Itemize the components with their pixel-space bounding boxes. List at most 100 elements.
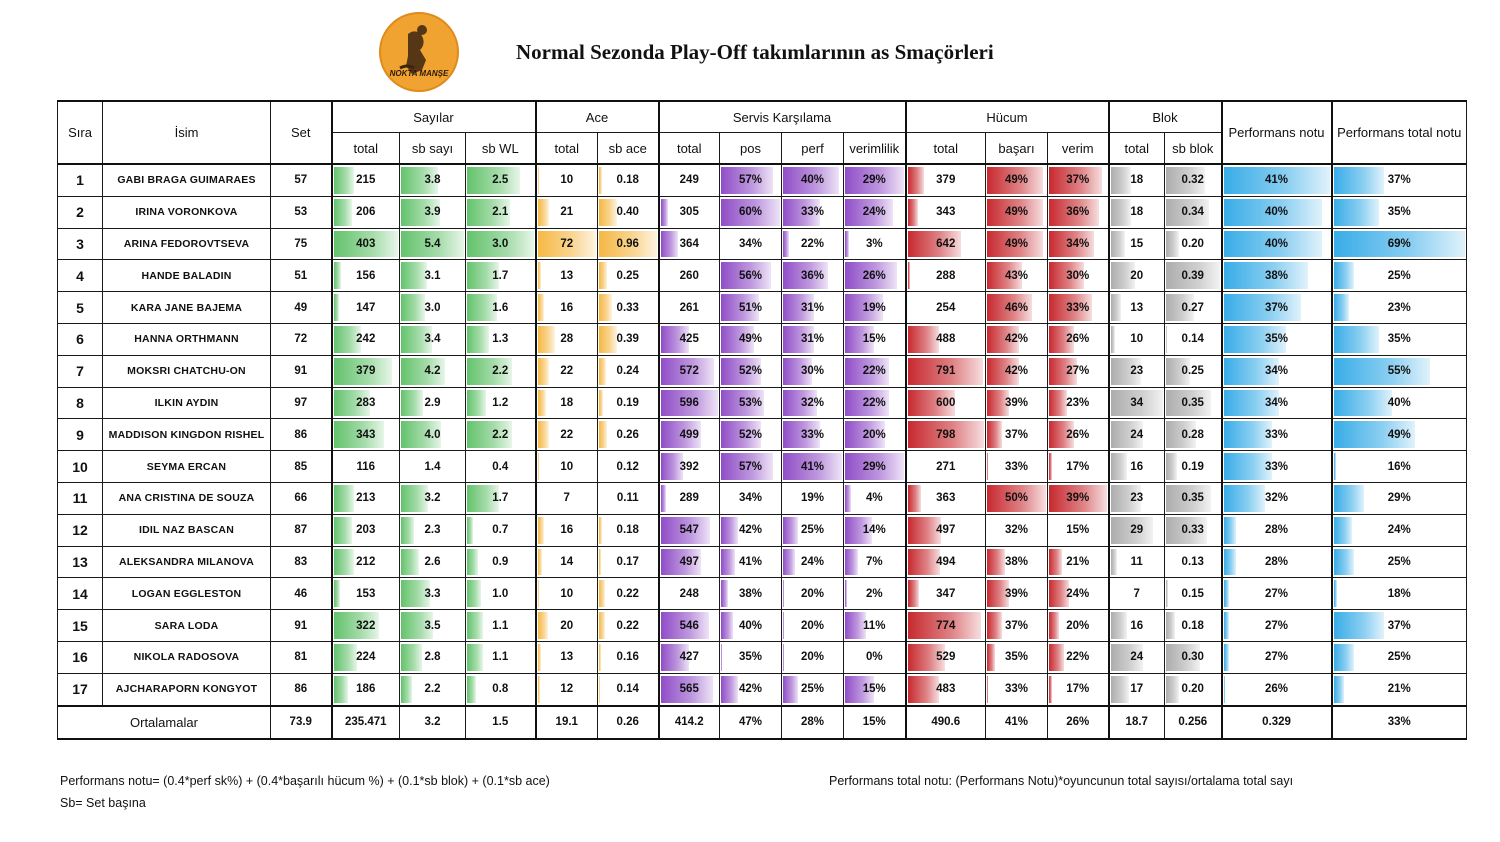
cell-value: 791: [936, 365, 956, 378]
cell-hucum-total: 379: [904, 162, 986, 197]
data-bar: [599, 612, 605, 639]
cell-value: 12: [72, 522, 88, 539]
data-bar: [599, 325, 617, 353]
cell-servis-ver: 2%: [843, 577, 906, 611]
cell-value: 31%: [800, 301, 825, 314]
cell-ace-sb: 0.22: [597, 577, 659, 611]
avg-cell-perf-total: 33%: [1330, 704, 1467, 740]
cell-value: 17%: [1066, 460, 1090, 473]
data-bar: [783, 453, 842, 480]
cell-value: 254: [936, 301, 956, 314]
cell-value: 3.2: [424, 492, 441, 505]
cell-value: 81: [294, 651, 308, 664]
cell-value: 0.7: [492, 524, 509, 537]
data-bar: [721, 357, 762, 385]
cell-value: 32%: [1264, 492, 1289, 505]
cell-hucum-verim: 17%: [1047, 450, 1109, 483]
data-bar: [721, 262, 771, 290]
data-bar: [1166, 198, 1209, 226]
cell-set: 86: [270, 418, 332, 452]
cell-rank: 4: [57, 259, 103, 293]
cell-hucum-total: 798: [904, 418, 986, 452]
cell-set: 49: [270, 291, 332, 324]
data-bar: [599, 516, 602, 544]
cell-sayilar-wl: 2.2: [465, 354, 536, 388]
cell-value: 529: [936, 651, 956, 664]
data-bar: [721, 612, 734, 639]
data-bar: [987, 453, 989, 480]
data-bar: [1049, 421, 1075, 449]
data-bar: [1049, 580, 1070, 608]
data-bar: [467, 167, 521, 194]
data-bar: [1223, 167, 1330, 194]
cell-rank: 8: [57, 386, 103, 420]
cell-hucum-verim: 22%: [1047, 640, 1109, 674]
table-row: 14 LOGAN EGGLESTON 46 153 3.3 1.0 10 0.22 248 38%…: [57, 577, 1467, 611]
cell-value: 40%: [800, 174, 825, 187]
cell-sayilar-total: 147: [330, 291, 400, 324]
cell-value: 33%: [1004, 460, 1029, 473]
nokta-manse-logo: NOKTA MANŞE: [379, 12, 459, 92]
cell-value: 38%: [1264, 269, 1289, 282]
cell-sayilar-sb: 3.0: [399, 291, 466, 324]
cell-value: 0.19: [1181, 460, 1204, 473]
cell-value: 46: [294, 587, 308, 600]
cell-value: 4%: [865, 492, 883, 505]
cell-sayilar-total: 116: [330, 450, 400, 483]
cell-set: 83: [270, 545, 332, 579]
cell-value: 29%: [1387, 492, 1411, 505]
cell-value: 774: [936, 619, 956, 632]
cell-hucum-verim: 33%: [1047, 291, 1109, 324]
data-bar: [845, 357, 889, 385]
cell-perf-total: 25%: [1330, 259, 1467, 293]
cell-hucum-basari: 32%: [985, 513, 1048, 547]
cell-value: 37%: [1004, 619, 1029, 632]
data-bar: [907, 230, 962, 258]
data-bar: [660, 548, 702, 576]
cell-perf: 33%: [1220, 450, 1332, 483]
cell-value: 1.0: [492, 587, 509, 600]
cell-value: 83: [294, 555, 308, 568]
cell-value: 0.14: [616, 683, 639, 696]
cell-value: 34%: [1066, 237, 1090, 250]
cell-sayilar-wl: 1.0: [465, 577, 536, 611]
cell-value: 14%: [862, 524, 886, 537]
data-bar: [1110, 484, 1141, 512]
cell-blok-sb: 0.35: [1164, 386, 1222, 420]
cell-servis-pos: 34%: [719, 481, 782, 515]
cell-sayilar-sb: 5.4: [399, 227, 466, 261]
cell-value: 42%: [1004, 333, 1029, 346]
cell-value: 596: [679, 396, 699, 409]
cell-perf-total: 55%: [1330, 354, 1467, 388]
cell-value: 3.9: [424, 206, 441, 219]
cell-rank: 17: [57, 672, 103, 707]
data-bar: [721, 389, 764, 417]
cell-hucum-total: 494: [904, 545, 986, 579]
cell-sayilar-wl: 1.2: [465, 386, 536, 420]
table-row: 13 ALEKSANDRA MILANOVA 83 212 2.6 0.9 14 0.17 49…: [57, 545, 1467, 579]
cell-sayilar-wl: 0.8: [465, 672, 536, 707]
cell-value: 22%: [862, 365, 886, 378]
cell-value: 20%: [800, 587, 825, 600]
data-bar: [783, 516, 798, 544]
cell-blok-sb: 0.15: [1164, 577, 1222, 611]
cell-servis-pos: 52%: [719, 354, 782, 388]
data-bar: [907, 548, 941, 576]
cell-sayilar-sb: 3.2: [399, 481, 466, 515]
data-bar: [1333, 325, 1380, 353]
data-bar: [907, 421, 984, 449]
data-bar: [721, 294, 759, 321]
data-bar: [783, 325, 815, 353]
cell-value: 363: [936, 492, 956, 505]
cell-perf-total: 49%: [1330, 418, 1467, 452]
cell-value: 27%: [1264, 651, 1289, 664]
cell-hucum-verim: 23%: [1047, 386, 1109, 420]
avg-cell-blok-total: 18.7: [1107, 704, 1165, 740]
cell-sayilar-sb: 3.9: [399, 195, 466, 229]
cell-value: 249: [679, 174, 699, 187]
cell-ace-sb: 0.40: [597, 195, 659, 229]
cell-servis-total: 546: [657, 609, 720, 642]
col-set-header: Set: [270, 100, 332, 165]
cell-value: 35%: [738, 651, 763, 664]
cell-value: 15%: [1066, 524, 1090, 537]
